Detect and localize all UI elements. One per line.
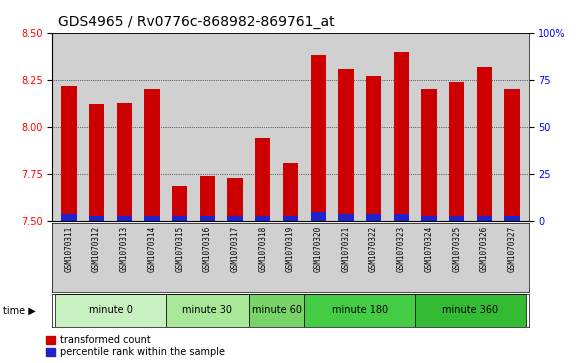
- Bar: [249, 294, 304, 327]
- Bar: [477, 216, 492, 221]
- Bar: [504, 216, 520, 221]
- Text: minute 360: minute 360: [443, 305, 498, 315]
- Bar: [366, 76, 381, 221]
- Text: minute 60: minute 60: [252, 305, 302, 315]
- Bar: [61, 86, 77, 221]
- Bar: [311, 55, 326, 221]
- Text: time ▶: time ▶: [3, 305, 35, 315]
- Bar: [61, 214, 77, 221]
- Text: GSM1070322: GSM1070322: [369, 225, 378, 272]
- Text: minute 180: minute 180: [332, 305, 388, 315]
- Bar: [449, 82, 464, 221]
- Bar: [200, 176, 215, 221]
- Bar: [394, 214, 409, 221]
- Bar: [394, 52, 409, 221]
- Text: GSM1070314: GSM1070314: [148, 225, 156, 272]
- Text: GSM1070319: GSM1070319: [286, 225, 295, 272]
- Bar: [172, 185, 187, 221]
- Bar: [172, 216, 187, 221]
- Text: GSM1070312: GSM1070312: [92, 225, 101, 272]
- Bar: [255, 216, 270, 221]
- Bar: [145, 89, 160, 221]
- Text: GSM1070324: GSM1070324: [425, 225, 433, 272]
- Text: GSM1070316: GSM1070316: [203, 225, 212, 272]
- Bar: [304, 294, 415, 327]
- Text: GSM1070326: GSM1070326: [480, 225, 489, 272]
- Text: GSM1070313: GSM1070313: [120, 225, 129, 272]
- Text: GSM1070320: GSM1070320: [314, 225, 322, 272]
- Bar: [338, 69, 353, 221]
- Text: GDS4965 / Rv0776c-868982-869761_at: GDS4965 / Rv0776c-868982-869761_at: [58, 15, 335, 29]
- Bar: [421, 89, 436, 221]
- Bar: [477, 67, 492, 221]
- Bar: [415, 294, 526, 327]
- Text: GSM1070325: GSM1070325: [452, 225, 461, 272]
- Bar: [283, 216, 298, 221]
- Bar: [504, 89, 520, 221]
- Bar: [89, 105, 104, 221]
- Bar: [89, 216, 104, 221]
- Text: GSM1070317: GSM1070317: [231, 225, 239, 272]
- Bar: [255, 138, 270, 221]
- Bar: [421, 216, 436, 221]
- Bar: [228, 216, 243, 221]
- Bar: [311, 212, 326, 221]
- Bar: [366, 214, 381, 221]
- Bar: [55, 294, 166, 327]
- Text: GSM1070315: GSM1070315: [175, 225, 184, 272]
- Bar: [228, 178, 243, 221]
- Text: minute 30: minute 30: [182, 305, 232, 315]
- Text: GSM1070311: GSM1070311: [64, 225, 73, 272]
- Bar: [338, 214, 353, 221]
- Legend: transformed count, percentile rank within the sample: transformed count, percentile rank withi…: [45, 335, 225, 357]
- Bar: [145, 216, 160, 221]
- Text: GSM1070327: GSM1070327: [508, 225, 517, 272]
- Text: GSM1070321: GSM1070321: [342, 225, 350, 272]
- Text: minute 0: minute 0: [88, 305, 132, 315]
- Bar: [449, 216, 464, 221]
- Bar: [117, 102, 132, 221]
- Bar: [117, 216, 132, 221]
- Bar: [283, 163, 298, 221]
- Bar: [166, 294, 249, 327]
- Text: GSM1070323: GSM1070323: [397, 225, 406, 272]
- Text: GSM1070318: GSM1070318: [259, 225, 267, 272]
- Bar: [200, 216, 215, 221]
